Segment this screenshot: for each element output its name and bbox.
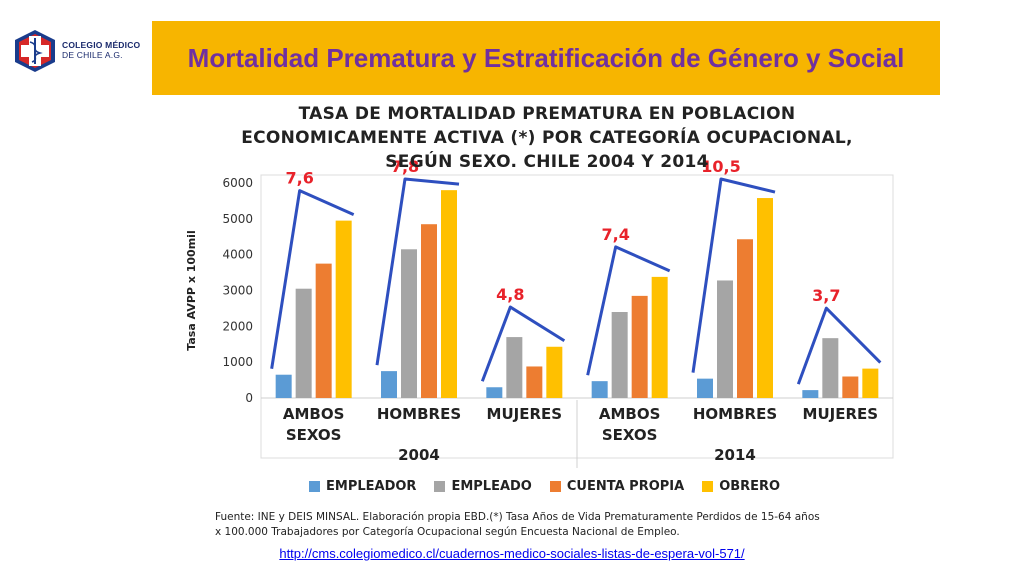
ratio-annotation-line: [480, 305, 566, 382]
logo-text: COLEGIO MÉDICO DE CHILE A.G.: [62, 40, 140, 60]
bar-cuenta-propia: [842, 376, 859, 398]
x-category-label: SEXOS: [286, 426, 342, 444]
legend-swatch-cuenta-propia: [549, 481, 561, 492]
legend-swatch-empleador: [309, 481, 320, 492]
legend-swatch-empleado: [434, 481, 446, 492]
bar-empleador: [381, 371, 397, 398]
bar-empleador: [802, 390, 819, 398]
y-tick-label: 6000: [222, 176, 253, 190]
bar-obrero: [651, 276, 668, 398]
x-category-label: HOMBRES: [693, 405, 777, 423]
y-tick-label: 3000: [222, 284, 253, 298]
title-banner: Mortalidad Prematura y Estratificación d…: [152, 21, 940, 95]
bar-empleador: [591, 381, 608, 398]
bar-obrero: [757, 198, 773, 398]
page-title: Mortalidad Prematura y Estratificación d…: [187, 42, 905, 73]
bar-obrero: [546, 346, 563, 398]
legend-item-empleador: EMPLEADOR: [309, 479, 416, 494]
ratio-annotation-line: [796, 306, 882, 385]
ratio-annotation-label: 3,7: [812, 286, 840, 305]
ratio-annotation-line: [270, 189, 355, 369]
bar-cuenta-propia: [737, 239, 753, 398]
legend-label-cuenta-propia: CUENTA PROPIA: [566, 479, 685, 494]
chart-title-line-1: TASA DE MORTALIDAD PREMATURA EN POBLACIO…: [298, 104, 796, 124]
x-category-label: MUJERES: [487, 405, 563, 423]
legend-label-empleador: EMPLEADOR: [326, 479, 417, 494]
x-group-year-label: 2004: [398, 446, 440, 464]
y-tick-label: 2000: [222, 319, 253, 333]
chart-title-line-2: ECONOMICAMENTE ACTIVA (*) POR CATEGORÍA …: [241, 128, 853, 148]
footnote-line-2: x 100.000 Trabajadores por Categoría Ocu…: [215, 526, 680, 538]
bar-cuenta-propia: [315, 263, 332, 398]
ratio-annotation-label: 7,6: [285, 169, 313, 188]
y-tick-label: 0: [245, 391, 253, 405]
legend-item-cuenta-propia: CUENTA PROPIA: [549, 479, 685, 494]
bar-empleador: [275, 374, 292, 398]
bar-chart: 0 1000 2000 3000 4000 5000 6000 Tasa AVPP x 100…: [185, 157, 894, 468]
x-category-label: AMBOS: [283, 405, 345, 423]
chart-title-line-3: SEGÚN SEXO. CHILE 2004 Y 2014: [385, 152, 709, 172]
bar-cuenta-propia: [631, 295, 648, 398]
legend-label-empleado: EMPLEADO: [451, 479, 532, 494]
ratio-annotation-line: [691, 177, 776, 373]
bar-empleado: [822, 338, 839, 398]
x-category-label: SEXOS: [602, 426, 658, 444]
legend-item-empleado: EMPLEADO: [434, 479, 532, 494]
bar-obrero: [862, 368, 879, 398]
bar-obrero: [441, 190, 457, 398]
legend-item-obrero: OBRERO: [702, 479, 780, 494]
bar-empleado: [611, 312, 628, 398]
source-link[interactable]: http://cms.colegiomedico.cl/cuadernos-me…: [279, 546, 745, 561]
bar-empleado: [717, 280, 733, 398]
x-group-year-label: 2014: [714, 446, 756, 464]
y-tick-label: 4000: [222, 248, 253, 262]
bar-cuenta-propia: [526, 366, 543, 398]
y-tick-label: 5000: [222, 212, 253, 226]
bar-empleado: [295, 288, 312, 398]
bar-empleador: [486, 387, 503, 398]
logo-line-2: DE CHILE A.G.: [62, 50, 123, 60]
colegio-medico-logo: COLEGIO MÉDICO DE CHILE A.G.: [12, 28, 152, 74]
chart-legend: EMPLEADOR EMPLEADO CUENTA PROPIA OBRERO: [309, 479, 780, 494]
ratio-annotation-label: 7,4: [601, 225, 629, 244]
bar-empleado: [506, 337, 523, 398]
chart-title: TASA DE MORTALIDAD PREMATURA EN POBLACIO…: [181, 102, 913, 174]
chart-footnote: Fuente: INE y DEIS MINSAL. Elaboración p…: [215, 510, 905, 540]
ratio-annotation-label: 4,8: [496, 285, 524, 304]
y-axis-label: Tasa AVPP x 100mil: [185, 230, 198, 350]
x-category-label: MUJERES: [803, 405, 879, 423]
legend-swatch-obrero: [702, 481, 714, 492]
y-tick-label: 1000: [222, 355, 253, 369]
x-category-label: AMBOS: [599, 405, 661, 423]
chart-panel: 0 1000 2000 3000 4000 5000 6000 Tasa AVPP x 100…: [181, 96, 913, 540]
ratio-annotation-label: 7,8: [391, 157, 419, 176]
ratio-annotation-line: [375, 177, 460, 366]
x-category-label: HOMBRES: [377, 405, 461, 423]
caduceus-shield-icon: [15, 30, 55, 72]
ratio-annotation-label: 10,5: [701, 157, 740, 176]
bar-empleador: [697, 378, 713, 398]
footnote-line-1: Fuente: INE y DEIS MINSAL. Elaboración p…: [215, 511, 820, 523]
bar-obrero: [335, 220, 352, 398]
logo-line-1: COLEGIO MÉDICO: [62, 40, 141, 50]
bar-cuenta-propia: [421, 224, 437, 398]
bar-empleado: [401, 249, 417, 398]
legend-label-obrero: OBRERO: [719, 479, 781, 494]
ratio-annotation-line: [586, 245, 671, 376]
